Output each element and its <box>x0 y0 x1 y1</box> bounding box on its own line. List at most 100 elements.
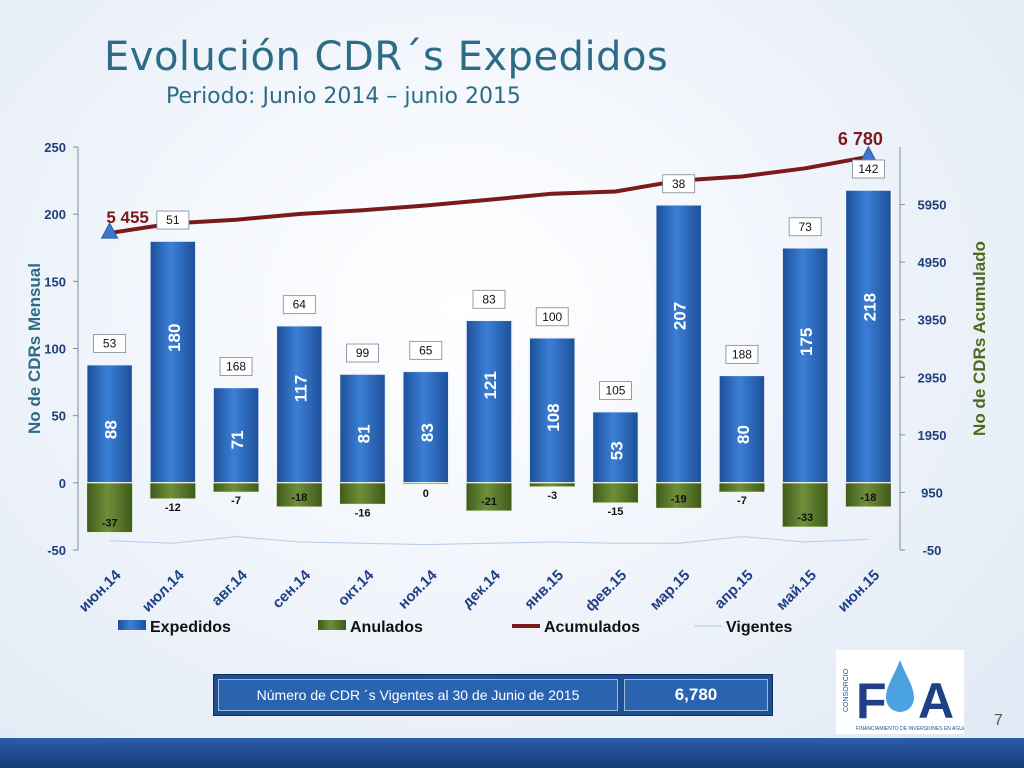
anulados-value-label: -18 <box>291 492 307 504</box>
anulados-value-label: -37 <box>102 518 118 530</box>
anulados-value-label: -7 <box>737 495 747 507</box>
summary-value: 6,780 <box>624 679 768 711</box>
expedidos-bar <box>528 337 576 484</box>
y2-tick-label: 2950 <box>918 370 947 385</box>
svg-text:CONSORCIO: CONSORCIO <box>843 668 850 712</box>
top-label-box <box>725 344 759 364</box>
top-label-box <box>662 174 696 194</box>
y-tick-label: 150 <box>44 274 66 289</box>
expedidos-value-label: 175 <box>797 328 816 356</box>
y2-tick-label: 950 <box>921 485 943 500</box>
expedidos-bar <box>149 240 197 484</box>
legend-label: Acumulados <box>544 619 640 636</box>
fia-logo-icon: CONSORCIO F A FINANCIAMIENTO DE INVERSIO… <box>836 650 967 734</box>
x-tick-label: фев.15 <box>582 567 630 615</box>
expedidos-bar <box>781 247 829 484</box>
x-tick-label: июн.15 <box>834 567 883 616</box>
svg-text:FINANCIAMIENTO DE INVERSIONES: FINANCIAMIENTO DE INVERSIONES EN AGUA <box>856 726 964 732</box>
svg-text:A: A <box>918 673 954 729</box>
anulados-value-label: -7 <box>231 495 241 507</box>
expedidos-value-label: 80 <box>734 425 753 444</box>
vigentes-line <box>109 536 869 546</box>
svg-text:F: F <box>856 673 887 729</box>
anulados-bar <box>781 482 829 528</box>
top-label-box <box>472 289 506 309</box>
y2-tick-label: 5950 <box>918 198 947 213</box>
top-label: 105 <box>605 384 625 398</box>
anulados-bar <box>718 482 766 493</box>
top-label: 188 <box>732 347 752 361</box>
anulados-bar <box>465 482 513 512</box>
top-label-box <box>851 159 885 179</box>
anulados-value-label: -21 <box>481 496 497 508</box>
anulados-bar <box>212 482 260 493</box>
legend-label: Expedidos <box>150 619 231 636</box>
top-label-box <box>93 334 127 354</box>
top-label: 53 <box>103 337 117 351</box>
top-label: 65 <box>419 343 433 357</box>
top-label: 83 <box>482 292 496 306</box>
page-number: 7 <box>994 712 1003 729</box>
acumulados-marker <box>100 222 119 239</box>
expedidos-bar <box>465 319 513 484</box>
top-label: 100 <box>542 310 562 324</box>
top-label: 142 <box>858 162 878 176</box>
x-tick-label: ноя.14 <box>395 566 441 612</box>
acumulados-marker <box>859 145 878 163</box>
y2-tick-label: 3950 <box>918 313 947 328</box>
expedidos-value-label: 108 <box>544 403 563 431</box>
x-tick-label: май.15 <box>773 567 820 614</box>
top-label-box <box>346 343 379 363</box>
anulados-bar <box>528 482 576 488</box>
x-tick-label: июл.14 <box>139 566 188 615</box>
x-tick-label: сен.14 <box>269 566 314 611</box>
top-label: 168 <box>226 359 246 373</box>
bottom-band <box>0 738 1024 768</box>
expedidos-bar <box>338 373 387 484</box>
anulados-bar <box>86 482 134 534</box>
top-label: 99 <box>356 346 370 360</box>
x-tick-label: окт.14 <box>335 566 378 609</box>
y-tick-label: 0 <box>59 476 66 491</box>
y-tick-label: 100 <box>44 342 66 357</box>
top-label-box <box>409 340 443 360</box>
expedidos-bar <box>275 324 324 484</box>
y2-tick-label: -50 <box>923 543 942 558</box>
anulados-bar <box>591 482 639 504</box>
anulados-bar <box>149 482 197 500</box>
legend-swatch <box>318 620 346 630</box>
y-tick-label: 250 <box>44 140 66 155</box>
y-axis-title: No de CDRs Mensual <box>25 263 44 434</box>
cdr-chart: -50 0 50 100 150 200 250 -50 950 1950 2950 3950 4950… <box>25 129 989 636</box>
anulados-value-label: -15 <box>608 506 624 518</box>
expedidos-bar <box>654 204 703 484</box>
legend-label: Vigentes <box>726 619 793 636</box>
summary-label: Número de CDR ´s Vigentes al 30 de Junio… <box>218 679 618 711</box>
top-label-box <box>219 357 253 376</box>
x-tick-label: мар.15 <box>647 567 694 614</box>
anulados-value-label: -33 <box>797 512 813 524</box>
y2-tick-label: 4950 <box>918 255 947 270</box>
y-tick-label: 200 <box>44 207 66 222</box>
legend-swatch <box>118 620 146 630</box>
expedidos-value-label: 71 <box>228 430 247 449</box>
slide-subtitle: Periodo: Junio 2014 – junio 2015 <box>166 84 521 109</box>
y2-axis-title: No de CDRs Acumulado <box>970 241 989 436</box>
x-tick-label: июн.14 <box>76 566 125 615</box>
expedidos-value-label: 88 <box>102 420 121 439</box>
x-tick-label: авг.14 <box>208 566 251 609</box>
top-label-box <box>599 381 632 401</box>
anulados-bar <box>339 482 387 505</box>
anulados-bar <box>402 482 450 485</box>
x-tick-label: апр.15 <box>711 567 757 613</box>
top-label: 51 <box>166 213 180 227</box>
anulados-value-label: -19 <box>671 493 687 505</box>
vigentes-summary-box: Número de CDR ´s Vigentes al 30 de Junio… <box>213 674 773 716</box>
expedidos-value-label: 83 <box>418 423 437 442</box>
fia-logo: CONSORCIO F A FINANCIAMIENTO DE INVERSIO… <box>836 650 967 734</box>
expedidos-value-label: 117 <box>291 375 310 402</box>
top-label: 64 <box>293 298 307 312</box>
anulados-value-label: -16 <box>355 507 371 519</box>
acumulados-first-label: 5 455 <box>106 208 149 227</box>
anulados-bar <box>844 482 892 508</box>
